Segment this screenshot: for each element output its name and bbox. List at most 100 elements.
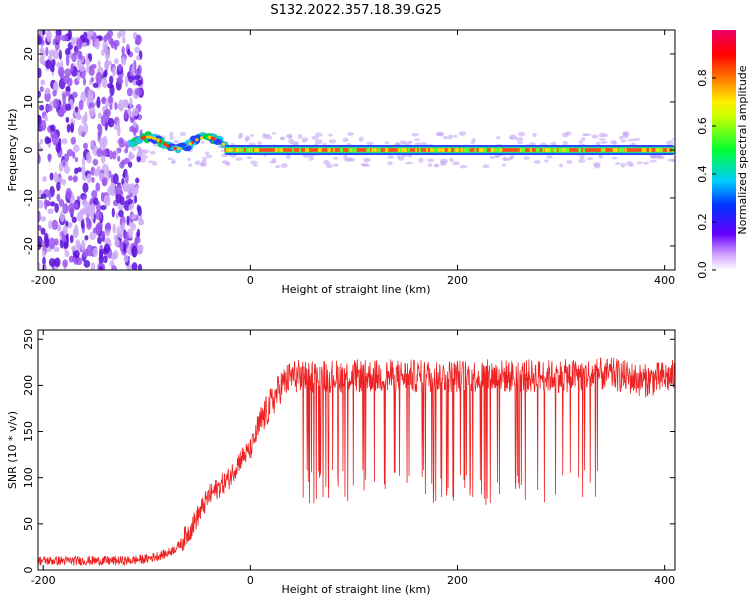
- spectrogram-halo-blob: [200, 161, 205, 167]
- spectrogram-noise-blob: [61, 34, 69, 42]
- spectrogram-noise-blob: [84, 111, 88, 123]
- spectrogram-halo-blob: [244, 136, 249, 142]
- spectrogram-noise-blob: [62, 225, 68, 236]
- carrier-band-texture: [401, 148, 404, 152]
- spectrogram-x-tick-label: 200: [447, 274, 468, 287]
- spectrogram-noise-blob: [38, 90, 42, 98]
- carrier-band-texture: [644, 148, 647, 152]
- spectrogram-halo-blob: [249, 133, 254, 137]
- spectrogram-noise-blob: [111, 265, 117, 270]
- snr-y-ticks: 0 50 100 150 200 250: [22, 329, 675, 574]
- spectrogram-noise-blob: [59, 210, 66, 223]
- spectrogram-onset-peak: [210, 136, 215, 140]
- spectrogram-onset-peak: [163, 142, 167, 146]
- spectrogram-panel: -200 0 200 400 -20 -10 0 10 20 Height of straig…: [6, 29, 676, 296]
- snr-y-tick-label: 200: [22, 375, 35, 396]
- carrier-band-texture: [497, 148, 499, 152]
- spectrogram-noise-blob: [128, 153, 136, 160]
- spectrogram-noise-blob: [98, 124, 103, 137]
- spectrogram-noise-blob: [114, 101, 118, 111]
- spectrogram-halo-blob: [363, 157, 371, 163]
- spectrogram-halo-blob: [434, 163, 440, 167]
- carrier-band-texture: [561, 148, 566, 152]
- spectrogram-halo-blob: [595, 141, 601, 146]
- spectrogram-halo-blob: [618, 135, 624, 141]
- spectrogram-noise-blob: [86, 66, 90, 73]
- spectrogram-noise-blob: [71, 52, 77, 63]
- spectrogram-noise-blob: [134, 195, 138, 204]
- spectrogram-halo-blob: [328, 133, 334, 137]
- carrier-band-texture: [339, 148, 344, 152]
- spectrogram-noise-blob: [38, 199, 44, 209]
- spectrogram-noise-blob: [86, 173, 92, 184]
- spectrogram-noise-blob: [39, 86, 44, 93]
- carrier-band-texture: [460, 148, 463, 152]
- spectrogram-noise-blob: [66, 123, 71, 133]
- spectrogram-noise-blob: [63, 241, 69, 249]
- carrier-band-texture: [415, 148, 417, 152]
- spectrogram-noise-blob: [104, 48, 111, 61]
- spectrogram-noise-blob: [82, 77, 87, 86]
- spectrogram-noise-blob: [56, 193, 61, 202]
- spectrogram-noise-blob: [85, 58, 91, 67]
- spectrogram-halo-blob: [427, 158, 434, 162]
- carrier-band-texture: [600, 148, 604, 152]
- carrier-band-texture: [454, 148, 457, 152]
- spectrogram-onset-peak: [199, 136, 204, 140]
- spectrogram-noise-blob: [46, 30, 52, 43]
- spectrogram-noise-blob: [39, 47, 44, 53]
- spectrogram-onset-peak: [166, 144, 170, 148]
- spectrogram-y-tick-label: 0: [22, 147, 35, 154]
- spectrogram-halo-blob: [347, 131, 354, 136]
- spectrogram-noise-blob: [72, 175, 78, 183]
- colorbar: 0.0 0.2 0.4 0.6 0.8 Normalized spectral ampl…: [696, 30, 749, 279]
- spectrogram-noise-blob: [75, 113, 82, 121]
- spectrogram-noise-blob: [131, 245, 138, 258]
- spectrogram-noise-blob: [135, 88, 142, 96]
- carrier-band-texture: [418, 148, 421, 152]
- spectrogram-noise-blob: [95, 182, 101, 192]
- spectrogram-noise-blob: [100, 114, 107, 127]
- spectrogram-halo-blob: [387, 161, 393, 166]
- spectrogram-halo-blob: [516, 141, 524, 145]
- spectrogram-noise-blob: [97, 236, 103, 245]
- spectrogram-noise-blob: [96, 148, 103, 158]
- spectrogram-halo-blob: [592, 162, 601, 167]
- spectrogram-halo-blob: [559, 163, 564, 168]
- spectrogram-halo-blob: [482, 164, 490, 169]
- spectrogram-halo-blob: [349, 157, 356, 162]
- snr-frame: [37, 329, 676, 571]
- colorbar-gradient: [712, 30, 736, 270]
- spectrogram-noise-blob: [117, 78, 124, 85]
- spectrogram-noise-blob: [38, 236, 43, 247]
- carrier-band-texture: [298, 148, 301, 152]
- spectrogram-halo-blob: [508, 156, 514, 161]
- snr-y-tick-label: 50: [22, 517, 35, 531]
- spectrogram-noise-blob: [122, 35, 126, 44]
- spectrogram-noise-blob: [73, 144, 80, 153]
- spectrogram-noise-blob: [113, 58, 119, 65]
- spectrogram-noise-blob: [124, 147, 129, 154]
- spectrogram-noise-blob: [82, 182, 89, 193]
- spectrogram-halo-blob: [544, 159, 549, 163]
- spectrogram-halo-blob: [636, 161, 643, 165]
- spectrogram-noise-blob: [44, 237, 50, 248]
- spectrogram-noise-blob: [105, 222, 112, 231]
- spectrogram-halo-blob: [452, 134, 458, 138]
- carrier-band-texture: [656, 148, 660, 152]
- spectrogram-noise-blob: [89, 231, 96, 241]
- spectrogram-noise-blob: [76, 211, 84, 222]
- spectrogram-noise-blob: [108, 95, 113, 104]
- spectrogram-noise-blob: [42, 60, 46, 67]
- spectrogram-noise-blob: [112, 173, 119, 185]
- spectrogram-noise-blob: [136, 55, 141, 61]
- spectrogram-noise-blob: [71, 245, 77, 252]
- spectrogram-noise-blob: [70, 63, 74, 73]
- spectrogram-noise-blob: [38, 210, 41, 223]
- spectrogram-noise-blob: [78, 124, 84, 134]
- spectrogram-noise-blob: [97, 112, 102, 119]
- spectrogram-noise-blob: [92, 227, 99, 234]
- spectrogram-noise-blob: [130, 214, 137, 220]
- spectrogram-noise-blob: [129, 117, 135, 124]
- spectrogram-halo-blob: [194, 160, 201, 166]
